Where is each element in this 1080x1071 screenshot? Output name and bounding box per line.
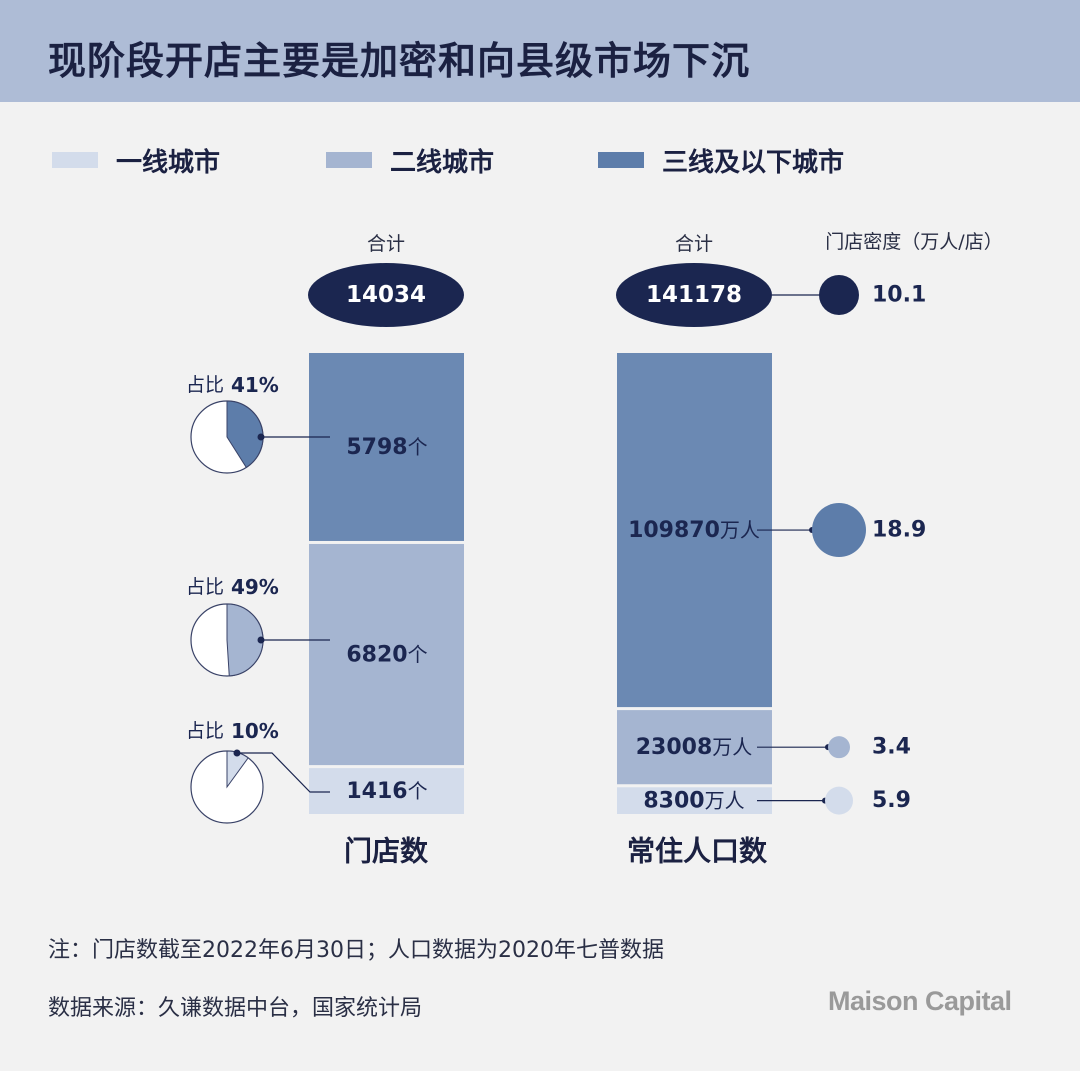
stores-bar-tier1 <box>309 768 464 814</box>
density-value-tier1: 5.9 <box>872 788 911 813</box>
stacked-bar-chart: 合计 14034 5798个 占比 41% 6820个 占比 49% 1416个 占比 10%… <box>186 231 1003 868</box>
legend-swatch-tier2 <box>326 152 372 168</box>
population-total-ellipse <box>616 263 772 327</box>
legend-swatch-tier1 <box>52 152 98 168</box>
density-header: 门店密度（万人/店） <box>825 231 1002 253</box>
share-label-tier1: 占比 10% <box>186 719 279 743</box>
population-bar-tier3 <box>617 353 772 708</box>
share-pie-slice-tier3 <box>226 400 264 469</box>
legend-tier3: 三线及以下城市 <box>598 142 844 178</box>
population-bar-tier1 <box>617 787 772 814</box>
stores-total-ellipse <box>308 263 464 327</box>
density-bubble-tier2 <box>828 736 850 759</box>
brand-logo: Maison Capital <box>828 986 1012 1016</box>
population-total-label: 合计 <box>675 233 713 255</box>
population-bar-tier2 <box>617 710 772 785</box>
population-total-value: 141178 <box>646 282 742 308</box>
stores-value-tier1: 1416个 <box>346 779 427 804</box>
footnote: 注：门店数截至2022年6月30日；人口数据为2020年七普数据 <box>48 938 664 963</box>
density-bubble-tier3 <box>812 503 866 558</box>
title-bar: 现阶段开店主要是加密和向县级市场下沉 <box>0 0 1080 102</box>
legend-label-tier1: 一线城市 <box>116 147 221 178</box>
density-value-tier2: 3.4 <box>872 735 911 760</box>
stores-total-label: 合计 <box>367 233 405 255</box>
connector-line-tier1 <box>237 752 330 793</box>
legend-tier1: 一线城市 <box>52 142 220 178</box>
density-total-bubble <box>819 275 859 315</box>
population-value-tier3: 109870万人 <box>628 518 760 543</box>
density-total-value: 10.1 <box>872 283 926 308</box>
population-value-tier1: 8300万人 <box>643 788 744 813</box>
legend-swatch-tier3 <box>598 152 644 168</box>
page-title: 现阶段开店主要是加密和向县级市场下沉 <box>48 39 751 83</box>
stores-value-tier3: 5798个 <box>346 434 427 459</box>
share-label-tier3: 占比 41% <box>186 373 279 397</box>
data-source: 数据来源：久谦数据中台，国家统计局 <box>48 996 423 1021</box>
stores-total-value: 14034 <box>346 282 426 308</box>
share-label-tier2: 占比 49% <box>186 575 279 599</box>
population-value-tier2: 23008万人 <box>636 735 753 760</box>
stores-axis-label: 门店数 <box>344 835 429 868</box>
density-bubble-tier1 <box>825 786 853 815</box>
legend-tier2: 二线城市 <box>326 142 494 178</box>
legend-label-tier3: 三线及以下城市 <box>662 147 845 178</box>
stores-bar-tier3 <box>309 353 464 541</box>
stores-value-tier2: 6820个 <box>346 642 427 667</box>
density-value-tier3: 18.9 <box>872 518 926 543</box>
population-axis-label: 常住人口数 <box>627 835 768 868</box>
legend-label-tier2: 二线城市 <box>390 147 495 178</box>
stores-bar-tier2 <box>309 543 464 766</box>
